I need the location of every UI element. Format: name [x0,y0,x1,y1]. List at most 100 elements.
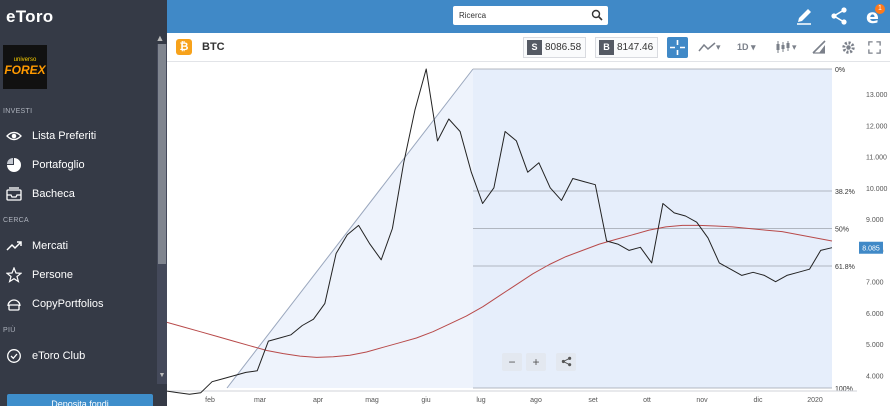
chevron-down-icon: ▾ [716,41,721,52]
y-tick-label: 6.000 [866,311,884,318]
sidebar-item-label: Persone [32,269,73,281]
edit-icon[interactable] [794,6,814,26]
x-tick-label: mar [254,397,267,404]
timeframe-label: 1D [737,42,749,52]
deposit-button[interactable]: Deposita fondi [7,394,153,406]
sidebar: eToro ▲ ▼ universo FOREX INVESTI Lista P… [0,0,167,406]
chart-share-button[interactable] [556,353,576,371]
chart-svg[interactable]: 0% 38.2% 50% 61.8% 100% 13.000 12.000 11.000 10.… [166,63,890,406]
x-tick-label: apr [313,397,324,404]
etoro-logo[interactable]: eToro [6,6,54,26]
search-placeholder: Ricerca [459,11,487,20]
sidebar-item-feed[interactable]: Bacheca [0,180,155,208]
notifications-icon[interactable]: e 1 [862,3,886,28]
top-bar: Ricerca e 1 [167,0,890,33]
buy-button[interactable]: B 8147.46 [595,37,659,58]
x-tick-label: lug [476,397,485,404]
search-input[interactable]: Ricerca [453,6,608,25]
section-more: PIÙ [3,327,16,334]
section-invest: INVESTI [3,108,33,115]
search-icon[interactable] [591,9,603,21]
y-tick-label: 4.000 [866,373,884,380]
x-tick-label: feb [205,397,215,404]
x-tick-label: ago [530,397,542,404]
sidebar-item-people[interactable]: Persone [0,261,155,289]
zoom-out-button[interactable]: − [502,353,522,371]
crosshair-button[interactable] [667,37,688,58]
y-tick-label: 9.000 [866,217,884,224]
share-icon [561,356,571,367]
y-tick-label: 11.000 [866,155,887,162]
timeframe-select[interactable]: 1D ▾ [737,39,756,55]
x-tick-label: giu [421,397,430,404]
sidebar-header: eToro [0,0,167,33]
x-tick-label: nov [696,397,708,404]
chart-type-button[interactable]: ▾ [698,39,721,55]
avatar-line1: universo [13,57,37,63]
chart-toolbar: ₿ BTC S 8086.58 B 8147.46 ▾ 1D ▾ ▾ [167,33,890,62]
club-icon [7,349,21,363]
bitcoin-icon: ₿ [176,39,192,55]
gear-icon [842,40,855,54]
fib-trend-line [226,68,474,389]
sidebar-item-club[interactable]: eToro Club [0,342,155,370]
instrument-symbol[interactable]: BTC [202,41,225,53]
avatar-line2: FOREX [4,63,46,77]
pie-chart-icon [7,158,21,172]
current-price-tag [859,241,883,254]
current-price-label: 8.085 [862,246,880,253]
sell-button[interactable]: S 8086.58 [523,37,587,58]
inbox-icon [6,187,22,201]
sidebar-item-markets[interactable]: Mercati [0,232,155,260]
scrollbar-thumb[interactable] [158,44,166,264]
scroll-down-icon[interactable]: ▼ [158,372,166,379]
expand-icon [868,40,881,54]
crosshair-icon [670,40,685,55]
sell-label: S [527,40,542,55]
fib-level-label: 38.2% [835,189,855,196]
zoom-controls: − + [502,353,576,371]
fib-level-label: 61.8% [835,264,855,271]
sidebar-item-watchlist[interactable]: Lista Preferiti [0,122,155,150]
chevron-down-icon: ▾ [792,41,797,52]
line-chart-icon [698,42,716,52]
trend-icon [6,241,22,251]
sidebar-item-portfolio[interactable]: Portafoglio [0,151,155,179]
sell-price: 8086.58 [545,42,582,53]
x-tick-label: 2020 [807,397,823,404]
y-tick-label: 12.000 [866,123,888,130]
candles-icon [776,41,790,53]
eye-icon [6,131,22,141]
price-line [166,68,833,395]
sidebar-item-copyportfolios[interactable]: CopyPortfolios [0,290,155,318]
settings-button[interactable] [841,39,856,55]
buy-price: 8147.46 [617,42,654,53]
sidebar-item-label: Portafoglio [32,159,85,171]
fib-level-label: 50% [835,227,849,234]
x-tick-label: mag [365,397,379,404]
fullscreen-button[interactable] [867,39,882,55]
x-tick-label: dic [754,397,763,404]
sidebar-item-label: eToro Club [32,350,86,362]
fib-level-label: 100% [835,386,853,393]
drawing-icon [812,40,826,54]
share-icon[interactable] [829,6,849,26]
section-search: CERCA [3,217,30,224]
collapse-icon[interactable]: ▲ [155,33,165,43]
sidebar-item-label: CopyPortfolios [32,298,104,310]
sidebar-scrollbar[interactable] [157,44,167,384]
price-chart[interactable]: 0% 38.2% 50% 61.8% 100% 13.000 12.000 11.000 10.… [166,63,890,406]
y-tick-label: 10.000 [866,186,888,193]
zoom-in-button[interactable]: + [526,353,546,371]
y-tick-label: 5.000 [866,342,884,349]
avatar[interactable]: universo FOREX [3,45,47,89]
sidebar-item-label: Mercati [32,240,69,252]
copy-portfolio-icon [7,299,21,311]
drawing-tools-button[interactable] [811,39,827,55]
y-tick-label: 7.000 [866,280,884,287]
moving-average-line [166,224,833,358]
y-tick-label: 13.000 [866,92,888,99]
star-icon [6,267,22,283]
x-tick-label: set [588,397,597,404]
indicators-button[interactable]: ▾ [774,39,797,55]
